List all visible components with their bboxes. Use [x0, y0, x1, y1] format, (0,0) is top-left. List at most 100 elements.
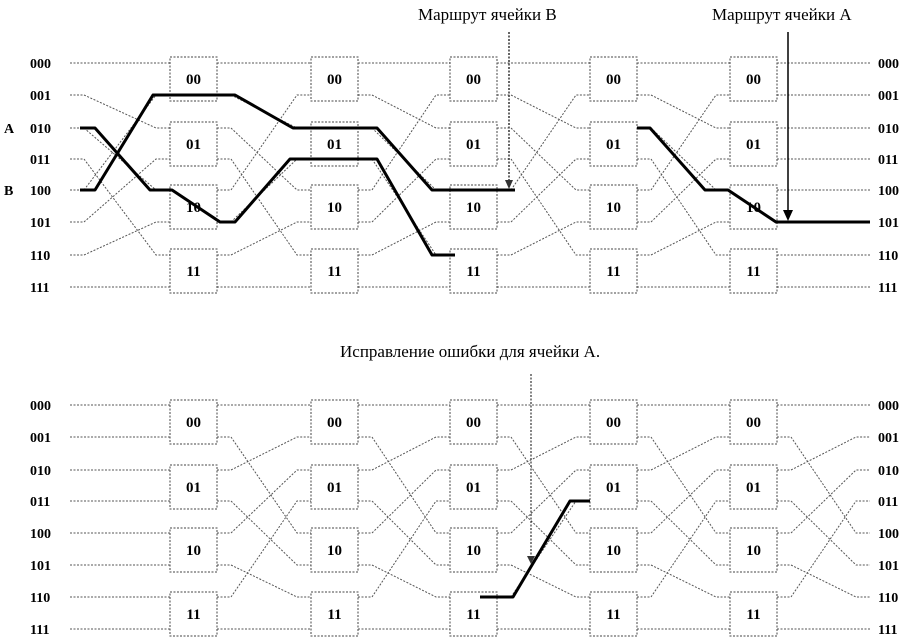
output-label-010: 010 [878, 122, 899, 137]
wire [217, 564, 311, 598]
switch-box-label: 00 [466, 72, 481, 88]
wire [217, 94, 311, 191]
switch-box-label: 01 [466, 480, 481, 496]
wire [637, 221, 730, 256]
wire [358, 221, 450, 256]
switch-box [310, 464, 359, 510]
wire [637, 94, 730, 129]
input-label-100: 100 [30, 527, 51, 542]
switch-box-label: 11 [746, 264, 760, 280]
switch-box [449, 399, 498, 445]
wire [70, 94, 170, 129]
wire [637, 94, 730, 191]
wire [777, 469, 870, 534]
switch-box-label: 10 [327, 200, 342, 216]
switch-box [589, 248, 638, 294]
wire [217, 221, 311, 256]
output-label-110: 110 [878, 591, 898, 606]
switch-box [310, 56, 359, 102]
switch-box-label: 00 [466, 415, 481, 431]
switch-box [589, 399, 638, 445]
output-label-111: 111 [878, 281, 897, 296]
switch-box-label: 10 [606, 543, 621, 559]
wire [70, 94, 170, 191]
wire [217, 158, 311, 256]
switch-box-label: 00 [746, 72, 761, 88]
input-label-000: 000 [30, 57, 51, 72]
switch-box [589, 184, 638, 230]
switch-box-label: 00 [186, 415, 201, 431]
route-cell-b [80, 93, 515, 192]
annotation-error-correction: Исправление ошибки для ячейки А. [340, 342, 601, 361]
wire [70, 221, 170, 256]
wire [637, 564, 730, 598]
arrow-head-icon [527, 556, 535, 564]
output-label-101: 101 [878, 559, 899, 574]
switch-box [449, 527, 498, 573]
wire [358, 436, 450, 534]
switch-box-label: 11 [466, 607, 480, 623]
switch-box [169, 527, 218, 573]
wire [497, 500, 590, 566]
switch-box [310, 399, 359, 445]
wire [637, 436, 730, 534]
switch-box-label: 11 [327, 264, 341, 280]
switch-box [589, 56, 638, 102]
switch-box [589, 464, 638, 510]
switch-box [729, 591, 778, 637]
wire [217, 500, 311, 598]
switch-box-label: 10 [466, 543, 481, 559]
annotation-route-a: Маршрут ячейки А [712, 5, 852, 24]
wire [217, 500, 311, 566]
switch-box-label: 10 [327, 543, 342, 559]
switch-box [589, 121, 638, 167]
switch-box [310, 248, 359, 294]
switch-box-label: 10 [606, 200, 621, 216]
switch-box-label: 00 [327, 72, 342, 88]
output-label-011: 011 [878, 495, 898, 510]
switch-box-label: 11 [466, 264, 480, 280]
switch-box-label: 01 [466, 137, 481, 153]
input-label-101: 101 [30, 216, 51, 231]
output-label-111: 111 [878, 623, 897, 638]
wire [217, 436, 311, 534]
switch-box [169, 248, 218, 294]
arrow-head-icon [783, 210, 793, 221]
switch-box-label: 11 [746, 607, 760, 623]
input-label-010: 010 [30, 122, 51, 137]
output-label-100: 100 [878, 527, 899, 542]
switch-box [589, 591, 638, 637]
switch-box-label: 10 [746, 543, 761, 559]
output-label-000: 000 [878, 399, 899, 414]
wire [217, 436, 311, 471]
route-cell-a [80, 126, 455, 257]
switch-box-label: 10 [186, 200, 201, 216]
wire [358, 500, 450, 598]
output-label-001: 001 [878, 89, 899, 104]
wire [497, 564, 590, 598]
wire [217, 469, 311, 534]
switch-box-label: 00 [606, 72, 621, 88]
input-marker-A: A [4, 122, 15, 137]
switch-box [729, 248, 778, 294]
switch-box-label: 01 [327, 480, 342, 496]
output-label-000: 000 [878, 57, 899, 72]
wire [70, 158, 170, 223]
input-label-001: 001 [30, 89, 51, 104]
output-label-101: 101 [878, 216, 899, 231]
input-label-110: 110 [30, 249, 50, 264]
switch-box-label: 10 [466, 200, 481, 216]
input-label-010: 010 [30, 464, 51, 479]
input-label-111: 111 [30, 623, 49, 638]
wire [777, 500, 870, 598]
wire [637, 500, 730, 598]
switch-box [449, 121, 498, 167]
output-label-100: 100 [878, 184, 899, 199]
switch-box [589, 527, 638, 573]
wire [777, 436, 870, 534]
input-label-110: 110 [30, 591, 50, 606]
wire [637, 158, 730, 223]
switch-box [449, 56, 498, 102]
wire [497, 94, 590, 129]
switch-box [310, 184, 359, 230]
